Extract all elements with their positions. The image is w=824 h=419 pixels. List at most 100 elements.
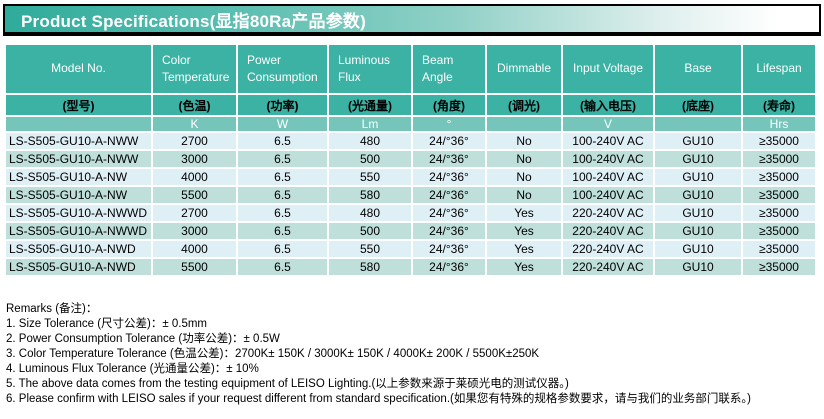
cell: ≥35000 [743, 205, 815, 221]
col-header-zh-7: (底座) [655, 95, 741, 115]
cell: 550 [329, 241, 411, 257]
cell: 6.5 [238, 205, 327, 221]
cell: 5500 [153, 259, 236, 275]
remark-line: 5. The above data comes from the testing… [6, 378, 569, 390]
col-header-en-6: Input Voltage [563, 45, 653, 93]
table-row: LS-S505-GU10-A-NWWD 3000 6.5 500 24/°36° Yes 2… [6, 223, 815, 239]
cell: 24/°36° [413, 133, 485, 149]
cell: 220-240V AC [563, 259, 653, 275]
cell: 6.5 [238, 133, 327, 149]
cell: Yes [487, 223, 561, 239]
cell: 580 [329, 187, 411, 203]
cell: ≥35000 [743, 133, 815, 149]
col-header-zh-1: (色温) [153, 95, 236, 115]
cell: GU10 [655, 205, 741, 221]
cell: 550 [329, 169, 411, 185]
cell: ≥35000 [743, 259, 815, 275]
table-row: LS-S505-GU10-A-NW 5500 6.5 580 24/°36° No 100-… [6, 187, 815, 203]
cell-model-no: LS-S505-GU10-A-NWWD [6, 223, 151, 239]
cell: 220-240V AC [563, 223, 653, 239]
col-header-unit-6: V [563, 117, 653, 131]
cell: 220-240V AC [563, 205, 653, 221]
cell: GU10 [655, 187, 741, 203]
cell: GU10 [655, 151, 741, 167]
col-header-en-3: Luminous Flux [329, 45, 411, 93]
cell: 500 [329, 151, 411, 167]
cell: 24/°36° [413, 187, 485, 203]
col-header-zh-6: (输入电压) [563, 95, 653, 115]
col-header-zh-8: (寿命) [743, 95, 815, 115]
table-row: LS-S505-GU10-A-NWW 2700 6.5 480 24/°36° No 100… [6, 133, 815, 149]
cell: 4000 [153, 241, 236, 257]
remark-line: 3. Color Temperature Tolerance (色温公差)：27… [6, 348, 540, 360]
cell: 4000 [153, 169, 236, 185]
page-title: Product Specifications(显指80Ra产品参数) [21, 11, 366, 31]
cell: Yes [487, 259, 561, 275]
cell-model-no: LS-S505-GU10-A-NW [6, 169, 151, 185]
col-header-unit-8: Hrs [743, 117, 815, 131]
cell: 100-240V AC [563, 151, 653, 167]
header-row-units: K W Lm ° V Hrs [6, 117, 815, 131]
col-header-unit-2: W [238, 117, 327, 131]
cell: GU10 [655, 241, 741, 257]
cell: GU10 [655, 259, 741, 275]
remarks-heading: Remarks (备注)： [6, 303, 98, 315]
col-header-en-7: Base [655, 45, 741, 93]
col-header-en-0: Model No. [6, 45, 151, 93]
col-header-zh-2: (功率) [238, 95, 327, 115]
header-row-chinese: (型号) (色温) (功率) (光通量) (角度) (调光) (输入电压) (底座) (寿命) [6, 95, 815, 115]
cell: 6.5 [238, 169, 327, 185]
cell: 24/°36° [413, 169, 485, 185]
cell: GU10 [655, 223, 741, 239]
cell: 2700 [153, 205, 236, 221]
cell: 6.5 [238, 187, 327, 203]
cell: ≥35000 [743, 169, 815, 185]
col-header-zh-4: (角度) [413, 95, 485, 115]
cell: 24/°36° [413, 241, 485, 257]
cell: 24/°36° [413, 205, 485, 221]
col-header-unit-4: ° [413, 117, 485, 131]
col-header-en-5: Dimmable [487, 45, 561, 93]
remark-line: 2. Power Consumption Tolerance (功率公差)：± … [6, 333, 280, 345]
cell: GU10 [655, 133, 741, 149]
cell: No [487, 133, 561, 149]
cell: Yes [487, 241, 561, 257]
spec-table: Model No. Color Temperature Power Consumpt… [4, 43, 817, 277]
cell: 24/°36° [413, 259, 485, 275]
col-header-unit-3: Lm [329, 117, 411, 131]
cell: 500 [329, 223, 411, 239]
col-header-zh-0: (型号) [6, 95, 151, 115]
cell: 24/°36° [413, 223, 485, 239]
cell: 100-240V AC [563, 169, 653, 185]
col-header-zh-5: (调光) [487, 95, 561, 115]
cell: 220-240V AC [563, 241, 653, 257]
col-header-en-1: Color Temperature [153, 45, 236, 93]
cell: ≥35000 [743, 187, 815, 203]
col-header-unit-7 [655, 117, 741, 131]
table-row: LS-S505-GU10-A-NWD 4000 6.5 550 24/°36° Yes 22… [6, 241, 815, 257]
cell-model-no: LS-S505-GU10-A-NWD [6, 241, 151, 257]
cell-model-no: LS-S505-GU10-A-NWW [6, 151, 151, 167]
cell: No [487, 151, 561, 167]
cell-model-no: LS-S505-GU10-A-NW [6, 187, 151, 203]
cell: 480 [329, 205, 411, 221]
cell: 5500 [153, 187, 236, 203]
remark-line: 4. Luminous Flux Tolerance (光通量公差)：± 10% [6, 363, 259, 375]
table-row: LS-S505-GU10-A-NWWD 2700 6.5 480 24/°36° Yes 2… [6, 205, 815, 221]
spec-table-head: Model No. Color Temperature Power Consumpt… [6, 45, 815, 131]
cell-model-no: LS-S505-GU10-A-NWD [6, 259, 151, 275]
cell: ≥35000 [743, 241, 815, 257]
cell: Yes [487, 205, 561, 221]
cell: 6.5 [238, 223, 327, 239]
cell: 480 [329, 133, 411, 149]
cell-model-no: LS-S505-GU10-A-NWW [6, 133, 151, 149]
remark-line: 1. Size Tolerance (尺寸公差)：± 0.5mm [6, 318, 208, 330]
cell: No [487, 169, 561, 185]
col-header-en-4: Beam Angle [413, 45, 485, 93]
cell: No [487, 187, 561, 203]
remarks-list: 1. Size Tolerance (尺寸公差)：± 0.5mm 2. Power… [6, 317, 824, 407]
cell-model-no: LS-S505-GU10-A-NWWD [6, 205, 151, 221]
cell: 6.5 [238, 151, 327, 167]
table-row: LS-S505-GU10-A-NW 4000 6.5 550 24/°36° No 100-… [6, 169, 815, 185]
cell: 100-240V AC [563, 133, 653, 149]
